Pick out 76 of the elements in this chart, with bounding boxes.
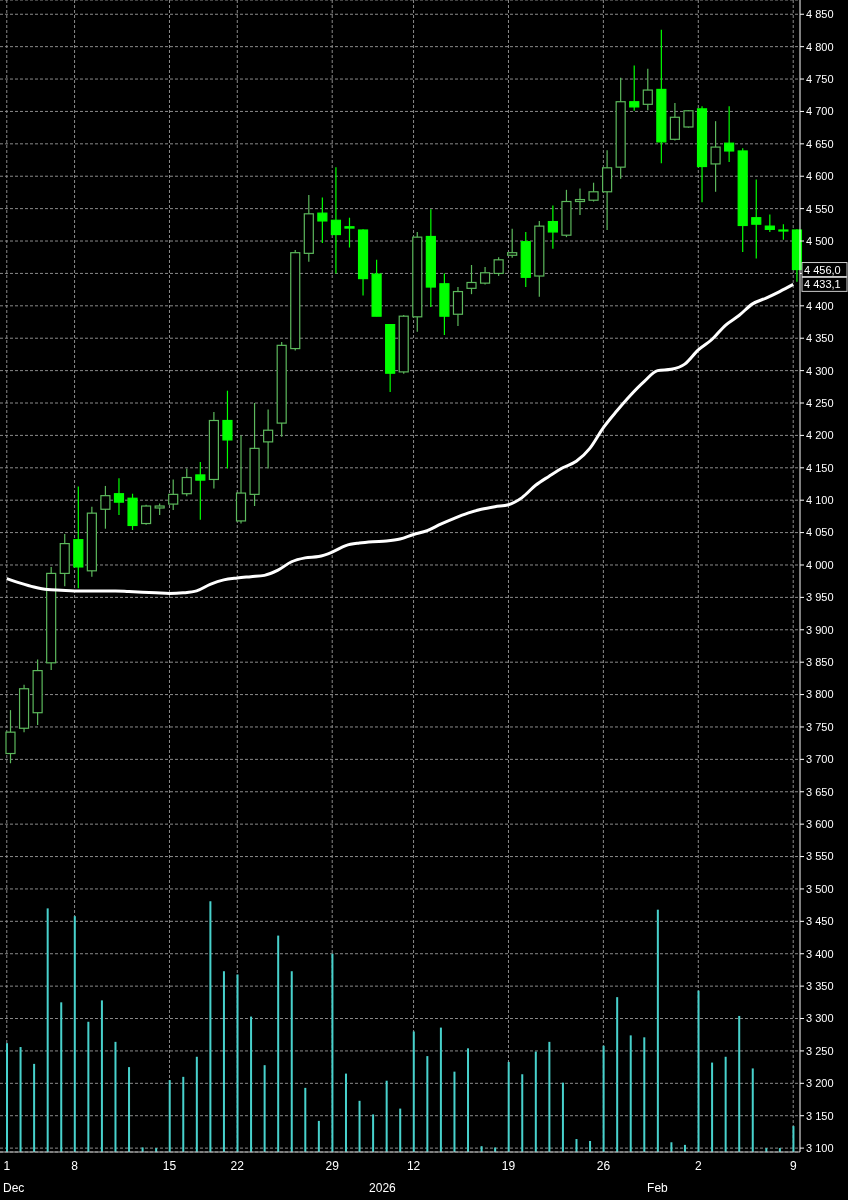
line-series	[5, 282, 795, 595]
y-tick-label: 4 250	[806, 396, 834, 409]
candlestick	[330, 166, 342, 275]
x-tick-label: 15	[162, 1159, 177, 1173]
candlestick	[588, 182, 599, 203]
candlestick	[5, 709, 16, 764]
candlestick	[113, 477, 125, 516]
text: Feb	[647, 1181, 669, 1195]
x-tick-label: 29	[325, 1159, 340, 1173]
candlestick	[466, 264, 477, 295]
x-tick-label: 2	[694, 1159, 702, 1173]
candlestick	[195, 461, 206, 521]
candlestick	[574, 187, 586, 216]
y-tick-label: 4 850	[806, 8, 834, 21]
y-tick-label: 3 350	[806, 980, 834, 993]
y-tick-label: 4 150	[806, 461, 834, 474]
y-tick-label: 4 700	[806, 105, 834, 118]
y-tick-label: 3 500	[806, 882, 834, 895]
y-tick-label: 4 300	[806, 364, 834, 377]
candlestick	[344, 217, 355, 249]
text: Dec	[3, 1181, 25, 1195]
y-tick-label: 3 250	[806, 1044, 834, 1057]
y-tick-label: 3 300	[806, 1012, 834, 1025]
candlestick	[629, 64, 640, 112]
candlestick	[100, 485, 111, 530]
y-tick-label: 4 400	[806, 299, 834, 312]
candlestick	[710, 120, 721, 193]
y-tick-label: 4 550	[806, 202, 834, 215]
y-tick-label: 3 150	[806, 1109, 834, 1122]
candlestick	[751, 178, 762, 260]
candlestick	[547, 204, 558, 250]
annotation: 4 456,0	[804, 263, 841, 276]
x-tick-label: 8	[71, 1159, 79, 1173]
candlestick	[493, 256, 504, 277]
candlestick	[181, 467, 192, 497]
y-tick-label: 4 500	[806, 234, 834, 247]
x-tick-label: 9	[789, 1159, 797, 1173]
x-tick-label: 22	[230, 1159, 245, 1173]
y-tick-label: 3 900	[806, 623, 834, 636]
y-tick-label: 4 350	[806, 332, 834, 345]
candlestick	[507, 228, 518, 259]
y-tick-label: 4 650	[806, 137, 834, 150]
candlestick	[642, 68, 653, 111]
y-tick-label: 4 600	[806, 170, 834, 183]
y-tick-label: 3 700	[806, 753, 834, 766]
y-tick-label: 3 650	[806, 785, 834, 798]
y-tick-label: 3 600	[806, 818, 834, 831]
candlestick	[724, 105, 735, 163]
candlestick	[168, 478, 179, 511]
candlestick	[452, 286, 464, 327]
y-tick-label: 3 850	[806, 656, 834, 669]
y-tick-label: 4 800	[806, 40, 834, 53]
y-tick-label: 3 950	[806, 591, 834, 604]
y-tick-label: 3 550	[806, 850, 834, 863]
x-tick-label: 1	[3, 1159, 11, 1173]
candlestick	[222, 390, 233, 470]
candlestick	[669, 102, 681, 142]
text: 2026	[369, 1181, 397, 1195]
x-tick-label: 19	[501, 1159, 516, 1173]
y-tick-label: 4 750	[806, 72, 834, 85]
y-tick-label: 3 400	[806, 947, 834, 960]
y-tick-label: 4 050	[806, 526, 834, 539]
annotation: 4 433,1	[804, 278, 841, 291]
y-tick-label: 3 200	[806, 1077, 834, 1090]
candlestick	[317, 197, 328, 244]
y-tick-label: 4 100	[806, 494, 834, 507]
x-tick-label: 12	[406, 1159, 421, 1173]
y-tick-label: 3 750	[806, 720, 834, 733]
y-tick-label: 3 800	[806, 688, 834, 701]
y-tick-label: 3 450	[806, 915, 834, 928]
candlestick	[602, 149, 613, 231]
candlestick	[263, 408, 274, 470]
y-tick-label: 3 100	[806, 1142, 834, 1155]
y-tick-label: 4 200	[806, 429, 834, 442]
y-tick-label: 4 000	[806, 558, 834, 571]
x-tick-label: 26	[596, 1159, 611, 1173]
